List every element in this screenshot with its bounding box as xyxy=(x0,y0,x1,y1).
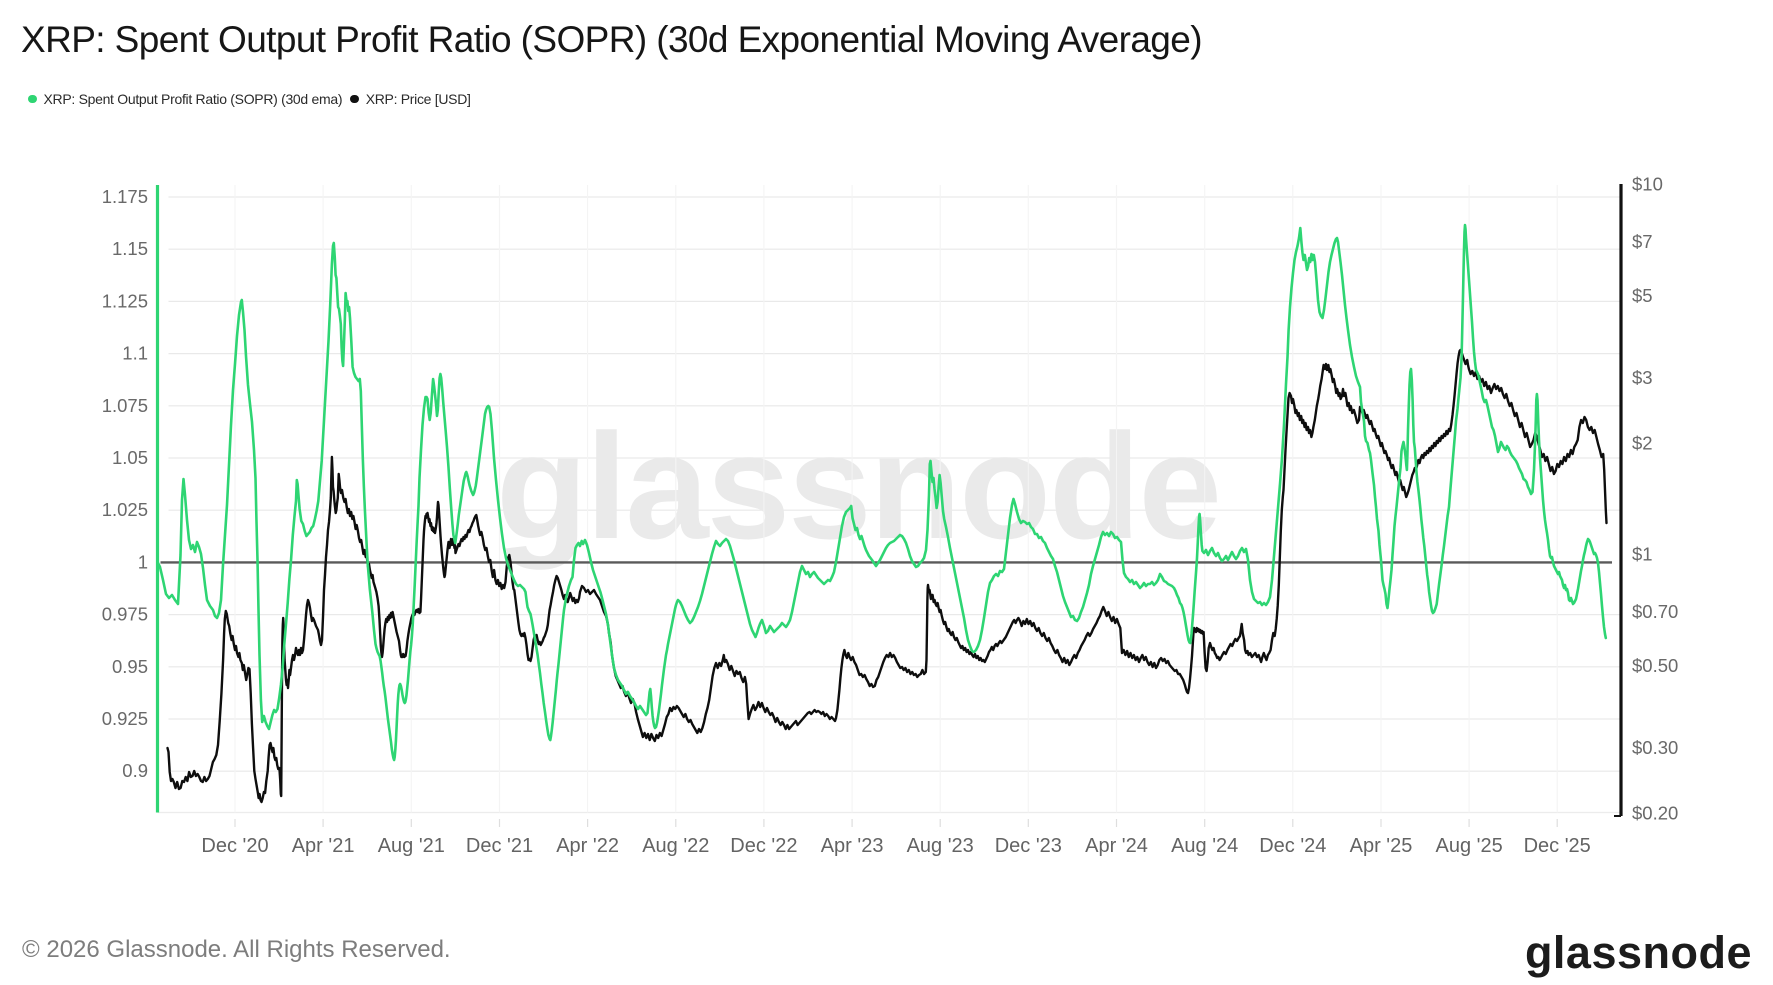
svg-text:Aug '24: Aug '24 xyxy=(1171,835,1238,857)
svg-text:Apr '22: Apr '22 xyxy=(556,835,619,857)
svg-text:Apr '25: Apr '25 xyxy=(1350,835,1413,857)
svg-text:Apr '21: Apr '21 xyxy=(292,835,355,857)
svg-text:0.95: 0.95 xyxy=(112,656,148,677)
svg-text:Apr '23: Apr '23 xyxy=(821,835,884,857)
svg-text:$0.30: $0.30 xyxy=(1632,737,1678,758)
svg-text:Dec '20: Dec '20 xyxy=(201,835,268,857)
svg-text:1.075: 1.075 xyxy=(102,395,148,416)
svg-text:1.125: 1.125 xyxy=(102,290,148,311)
svg-text:$1: $1 xyxy=(1632,544,1653,565)
svg-text:Dec '21: Dec '21 xyxy=(466,835,533,857)
svg-text:$10: $10 xyxy=(1632,174,1663,195)
svg-text:$0.70: $0.70 xyxy=(1632,601,1678,622)
svg-text:Aug '22: Aug '22 xyxy=(642,835,709,857)
svg-text:1.1: 1.1 xyxy=(122,343,148,364)
svg-text:Aug '21: Aug '21 xyxy=(378,835,445,857)
svg-text:Aug '23: Aug '23 xyxy=(907,835,974,857)
svg-text:1.175: 1.175 xyxy=(102,186,148,207)
svg-text:Dec '24: Dec '24 xyxy=(1259,835,1326,857)
svg-text:Apr '24: Apr '24 xyxy=(1085,835,1148,857)
svg-text:$0.20: $0.20 xyxy=(1632,802,1678,823)
svg-text:1.05: 1.05 xyxy=(112,447,148,468)
svg-text:$3: $3 xyxy=(1632,367,1653,388)
svg-text:1.15: 1.15 xyxy=(112,238,148,259)
svg-text:Dec '23: Dec '23 xyxy=(995,835,1062,857)
svg-text:$7: $7 xyxy=(1632,231,1653,252)
svg-text:Aug '25: Aug '25 xyxy=(1435,835,1502,857)
svg-text:0.975: 0.975 xyxy=(102,604,148,625)
svg-text:$2: $2 xyxy=(1632,432,1653,453)
svg-text:1.025: 1.025 xyxy=(102,499,148,520)
svg-text:glassnode: glassnode xyxy=(496,402,1220,570)
svg-text:0.9: 0.9 xyxy=(122,760,148,781)
svg-text:Dec '22: Dec '22 xyxy=(730,835,797,857)
svg-text:Dec '25: Dec '25 xyxy=(1524,835,1591,857)
svg-text:$0.50: $0.50 xyxy=(1632,655,1678,676)
svg-text:0.925: 0.925 xyxy=(102,708,148,729)
svg-text:$5: $5 xyxy=(1632,285,1653,306)
svg-text:1: 1 xyxy=(138,551,148,572)
